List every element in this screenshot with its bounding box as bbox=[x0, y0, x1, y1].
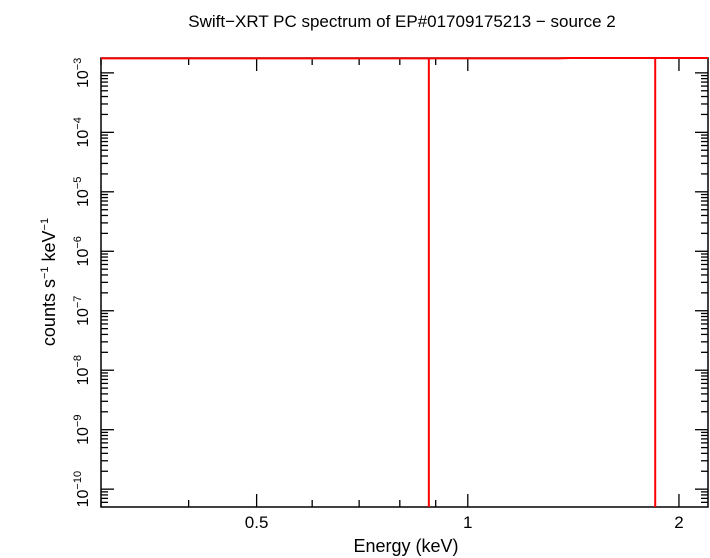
x-axis-label: Energy (keV) bbox=[353, 536, 458, 556]
y-axis-label-mid: keV bbox=[39, 230, 59, 266]
y-axis-label-base: counts s bbox=[39, 279, 59, 346]
chart-title: Swift−XRT PC spectrum of EP#01709175213 … bbox=[188, 12, 615, 31]
y-tick-label-exponent: −6 bbox=[72, 236, 84, 249]
y-tick-label-exponent: −5 bbox=[72, 177, 84, 190]
y-tick-label: 10−7 bbox=[72, 296, 92, 326]
y-tick-label-base: 10 bbox=[75, 367, 92, 385]
y-axis-ticks: 10−310−410−510−610−710−810−910−10 bbox=[72, 58, 708, 507]
y-tick-label: 10−5 bbox=[72, 177, 92, 207]
y-axis-label: counts s−1 keV−1 bbox=[39, 218, 59, 346]
plot-frame bbox=[100, 57, 709, 508]
data-bins-layer bbox=[427, 58, 657, 507]
y-tick-label-base: 10 bbox=[75, 427, 92, 445]
y-axis-label-exp1: −1 bbox=[39, 266, 51, 279]
x-tick-label: 1 bbox=[463, 513, 472, 532]
y-tick-label-base: 10 bbox=[75, 189, 92, 207]
y-tick-label-base: 10 bbox=[75, 489, 92, 507]
y-tick-label-exponent: −8 bbox=[72, 355, 84, 368]
y-tick-label-base: 10 bbox=[75, 70, 92, 88]
y-tick-label-base: 10 bbox=[75, 249, 92, 267]
x-tick-label: 0.5 bbox=[245, 513, 269, 532]
y-axis-label-exp2: −1 bbox=[39, 218, 51, 231]
y-tick-label-exponent: −7 bbox=[72, 296, 84, 309]
y-tick-label: 10−8 bbox=[72, 355, 92, 385]
y-tick-label: 10−10 bbox=[72, 471, 92, 507]
y-tick-label: 10−3 bbox=[72, 58, 92, 88]
y-tick-label-exponent: −10 bbox=[72, 471, 84, 490]
y-tick-label-exponent: −9 bbox=[72, 415, 84, 428]
x-axis-ticks: 0.5 1 2 bbox=[100, 58, 684, 532]
y-tick-label: 10−9 bbox=[72, 415, 92, 445]
y-tick-label-exponent: −4 bbox=[72, 117, 84, 130]
y-tick-label-base: 10 bbox=[75, 130, 92, 148]
y-tick-label-exponent: −3 bbox=[72, 58, 84, 71]
y-tick-label: 10−6 bbox=[72, 236, 92, 266]
x-tick-label: 2 bbox=[674, 513, 683, 532]
y-tick-label: 10−4 bbox=[72, 117, 92, 147]
y-tick-label-base: 10 bbox=[75, 308, 92, 326]
